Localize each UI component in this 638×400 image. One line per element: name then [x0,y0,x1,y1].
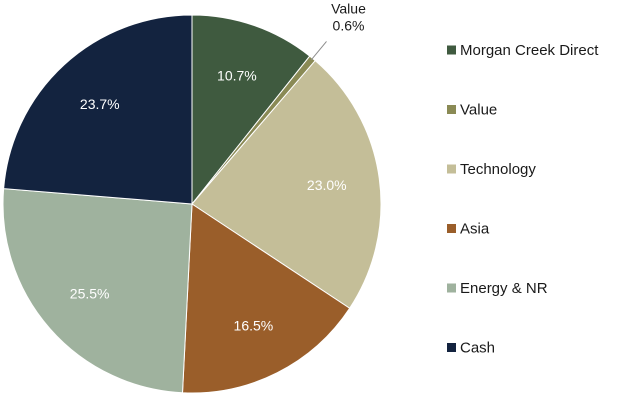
legend: Morgan Creek Direct Value Technology Asia En… [447,42,599,357]
pie-slices [2,14,382,394]
legend-label-cash: Cash [460,340,495,357]
pie-slice-energy-and-nr [2,188,193,394]
legend-swatch-energy-and-nr [447,283,456,293]
legend-item-morgan-creek-direct: Morgan Creek Direct [447,42,599,59]
legend-item-technology: Technology [447,161,536,178]
legend-item-energy-and-nr: Energy & NR [447,280,548,297]
data-label-technology: 23.0% [307,177,347,193]
legend-label-technology: Technology [460,161,536,178]
data-label-cash: 23.7% [80,96,120,112]
pie-slice-technology [191,59,382,309]
data-label-energy-and-nr: 25.5% [70,286,110,302]
data-label-name-value: Value [331,0,366,16]
legend-swatch-technology [447,164,456,174]
data-label-asia: 16.5% [234,317,274,333]
legend-item-cash: Cash [447,340,495,357]
pie-slice-asia [181,203,351,394]
legend-item-value: Value [447,102,497,119]
legend-swatch-value [447,105,456,114]
pie-slice-morgan-creek-direct [191,14,311,206]
legend-swatch-asia [447,224,456,233]
legend-label-value: Value [460,102,497,119]
leader-line-value [310,41,327,61]
legend-label-energy-and-nr: Energy & NR [460,280,548,297]
pie-slice-cash [3,14,193,205]
legend-swatch-cash [447,343,456,352]
legend-swatch-morgan-creek-direct [447,45,456,55]
data-label-morgan-creek-direct: 10.7% [217,68,257,84]
legend-label-asia: Asia [460,221,490,238]
data-label-value: 0.6% [333,17,365,33]
legend-label-morgan-creek-direct: Morgan Creek Direct [460,42,599,59]
legend-item-asia: Asia [447,221,490,238]
